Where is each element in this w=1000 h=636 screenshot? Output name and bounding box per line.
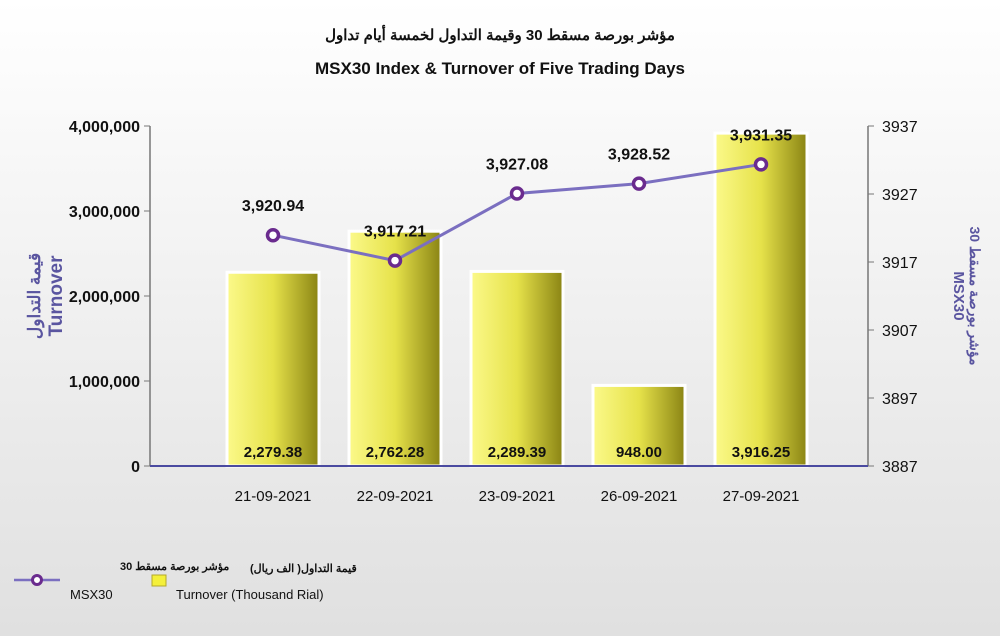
- msx30-data-label: 3,917.21: [364, 224, 426, 241]
- left-tick-label: 2,000,000: [69, 289, 140, 306]
- left-tick-label: 4,000,000: [69, 119, 140, 136]
- right-tick-label: 3897: [882, 391, 918, 408]
- right-axis-title-english: MSX30: [950, 271, 967, 320]
- category-label: 27-09-2021: [723, 488, 800, 505]
- msx30-data-label: 3,931.35: [730, 127, 792, 144]
- category-label: 21-09-2021: [235, 488, 312, 505]
- turnover-data-label: 3,916.25: [732, 444, 790, 461]
- legend-marker-swatch: [31, 574, 43, 586]
- legend-label-msx30: MSX30: [70, 587, 113, 602]
- left-tick-label: 1,000,000: [69, 374, 140, 391]
- msx30-point: [631, 176, 647, 191]
- category-label: 26-09-2021: [601, 488, 678, 505]
- turnover-bar: [469, 269, 565, 468]
- msx30-point: [265, 227, 281, 243]
- right-axis-ticks: 3887 3897 3907 3917 3927 3937: [868, 119, 918, 476]
- left-tick-label: 3,000,000: [69, 204, 140, 221]
- msx30-data-label: 3,927.08: [486, 156, 548, 173]
- right-axis-title: مؤشر بورصة مسقط 30 MSX30: [950, 226, 983, 365]
- left-axis-ticks: 0 1,000,000 2,000,000 3,000,000 4,000,000: [69, 119, 150, 476]
- right-tick-label: 3907: [882, 323, 918, 340]
- category-label: 23-09-2021: [479, 488, 556, 505]
- turnover-bar: [591, 383, 687, 468]
- chart-title-arabic: مؤشر بورصة مسقط 30 وقيمة التداول لخمسة أ…: [325, 24, 675, 44]
- chart-title: MSX30 Index & Turnover of Five Trading D…: [315, 59, 685, 78]
- msx30-data-label: 3,920.94: [242, 198, 304, 215]
- right-tick-label: 3917: [882, 255, 918, 272]
- category-label: 22-09-2021: [357, 488, 434, 505]
- turnover-bar: [225, 270, 321, 468]
- left-axis-title: قيمة التداول Turnover: [25, 253, 67, 339]
- legend-bar-swatch: [151, 574, 167, 587]
- legend-label-msx30-arabic: مؤشر بورصة مسقط 30: [120, 561, 229, 573]
- msx30-point: [387, 253, 403, 268]
- msx30-data-label: 3,928.52: [608, 147, 670, 164]
- right-tick-label: 3927: [882, 187, 918, 204]
- right-tick-label: 3937: [882, 119, 918, 136]
- left-axis-title-english: Turnover: [46, 255, 67, 337]
- turnover-data-label: 2,289.39: [488, 444, 546, 461]
- turnover-data-label: 2,279.38: [244, 444, 302, 461]
- msx30-line: 3,920.94 3,917.21 3,927.08 3,928.52 3,931.35: [242, 127, 792, 268]
- legend-label-turnover: Turnover (Thousand Rial): [176, 587, 324, 602]
- turnover-bar: [713, 131, 809, 468]
- legend-label-turnover-arabic: قيمة التداول( الف ريال): [250, 563, 357, 575]
- right-tick-label: 3887: [882, 459, 918, 476]
- legend-item-turnover: قيمة التداول( الف ريال) Turnover (Thousa…: [151, 563, 357, 602]
- left-tick-label: 0: [131, 459, 140, 476]
- left-axis-title-arabic: قيمة التداول: [25, 253, 45, 339]
- turnover-data-label: 948.00: [616, 444, 662, 461]
- turnover-bars: 2,279.38 2,762.28 2,289.39 948.00 3,916.25: [225, 131, 809, 468]
- msx30-point: [753, 157, 769, 172]
- turnover-bar: [347, 229, 443, 468]
- right-axis-title-arabic: مؤشر بورصة مسقط 30: [966, 226, 983, 365]
- msx30-point: [509, 186, 525, 201]
- legend-item-msx30: مؤشر بورصة مسقط 30 MSX30: [14, 561, 229, 602]
- category-labels: 21-09-2021 22-09-2021 23-09-2021 26-09-2021…: [235, 488, 800, 505]
- legend: مؤشر بورصة مسقط 30 MSX30 قيمة التداول( ا…: [14, 561, 357, 602]
- turnover-data-label: 2,762.28: [366, 444, 424, 461]
